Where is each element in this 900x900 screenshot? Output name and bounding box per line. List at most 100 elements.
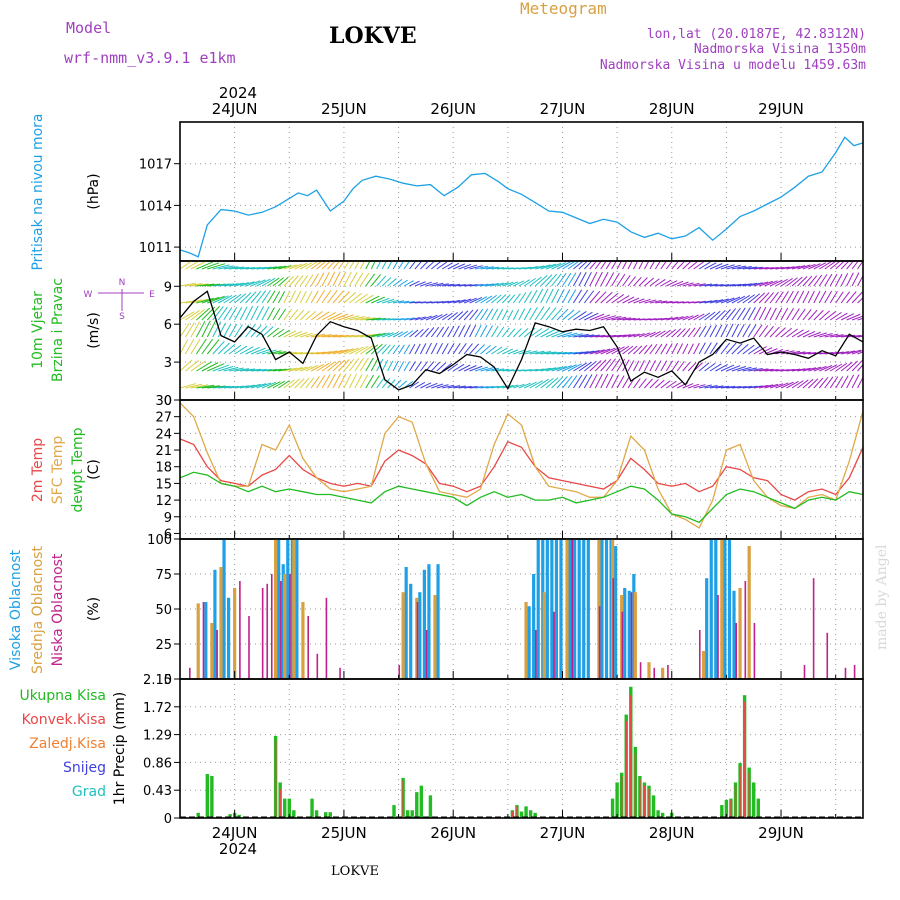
wind-barb [638,344,648,355]
wind-barb [643,359,651,372]
precip-bar [310,798,314,818]
wind-barb [780,350,795,355]
wind-barb [502,267,514,270]
cloud-bar [653,667,656,679]
y-tick-label: 3 [164,356,172,371]
wind-barb [862,284,863,286]
wind-barb [223,323,232,338]
wind-barb [567,333,584,338]
wind-barb [425,282,438,287]
wind-barb [851,315,863,321]
wind-barb [770,369,784,372]
wind-barb [431,314,443,321]
wind-barb [370,274,382,287]
wind-barb [551,288,560,304]
cloud-bar [274,539,278,679]
y-tick-label: 25 [155,638,172,653]
wind-barb [518,266,532,270]
wind-barb [813,377,824,389]
wind-barb [441,343,449,355]
wind-barb [354,374,363,389]
wind-barb [425,301,439,304]
wind-barb [693,384,706,389]
wind-barb [360,294,374,304]
wind-barb [742,266,758,270]
wind-barb [420,261,429,270]
y-tick-label: 1017 [139,158,172,173]
wind-barb [507,349,519,355]
wind-barb [791,276,803,287]
wind-barb [201,262,220,270]
wind-barb [217,306,228,321]
cloud-bar [568,539,572,679]
wind-barb [316,289,326,304]
cloud-bar [524,602,528,679]
wind-barb [245,324,256,338]
wind-barb [649,330,661,338]
wind-barb [742,307,751,321]
cloud-bar [307,616,309,679]
y-tick-label: 0.86 [143,756,172,771]
precip-bar [743,701,746,818]
wind-barb [387,261,393,270]
wind-barb [857,335,863,338]
wind-barb [359,261,366,270]
wind-barb [649,379,659,389]
wind-barb [398,380,408,389]
wind-barb [376,297,390,304]
wind-barb [409,361,416,372]
wind-barb [185,383,203,389]
wind-barb [720,385,736,389]
wind-barb [534,306,545,321]
wind-barb [387,331,399,338]
compass-south: S [119,312,125,322]
wind-barb [316,261,327,270]
cloud-bar [535,630,537,679]
wind-barb [567,272,577,287]
precip-bar [419,785,424,818]
wind-barb [687,327,696,338]
wind-barb [529,306,538,321]
wind-barb [474,324,482,338]
y-axis-label: 1hr Precip (mm) [112,692,128,805]
wind-barb [338,271,347,287]
precip-bar [625,721,627,818]
wind-barb [190,298,209,304]
wind-barb [562,272,572,287]
wind-barb [851,359,863,372]
wind-barb [491,346,503,355]
wind-barb [584,350,600,355]
wind-barb [425,314,438,321]
wind-barb [644,344,653,355]
wind-barb [835,362,848,372]
wind-barb [829,273,838,287]
title-cloud-low: Niska Oblacnost [50,553,66,666]
wind-barb [704,384,718,389]
wind-barb [250,290,262,304]
wind-barb [562,309,575,321]
wind-barb [480,344,491,355]
precip-bar [410,810,414,818]
wind-barb [474,283,489,287]
wind-barb [627,345,638,355]
wind-barb [409,301,421,304]
wind-barb [420,281,432,287]
wind-barb [622,359,630,372]
wind-barb [442,262,454,270]
wind-barb [338,261,346,270]
wind-barb [343,315,360,321]
wind-barb [578,334,595,338]
precip-bar [205,774,210,818]
wind-barb [649,278,660,287]
wind-barb [824,376,834,389]
wind-barb [748,266,763,270]
wind-barb [759,384,774,389]
wind-barb [747,306,756,321]
wind-barb [802,309,812,321]
cloud-bar [571,539,574,679]
wind-barb [786,307,794,321]
cloud-bar [723,539,727,679]
wind-barb [769,383,784,389]
wind-barb [578,311,593,321]
wind-barb [447,363,459,372]
